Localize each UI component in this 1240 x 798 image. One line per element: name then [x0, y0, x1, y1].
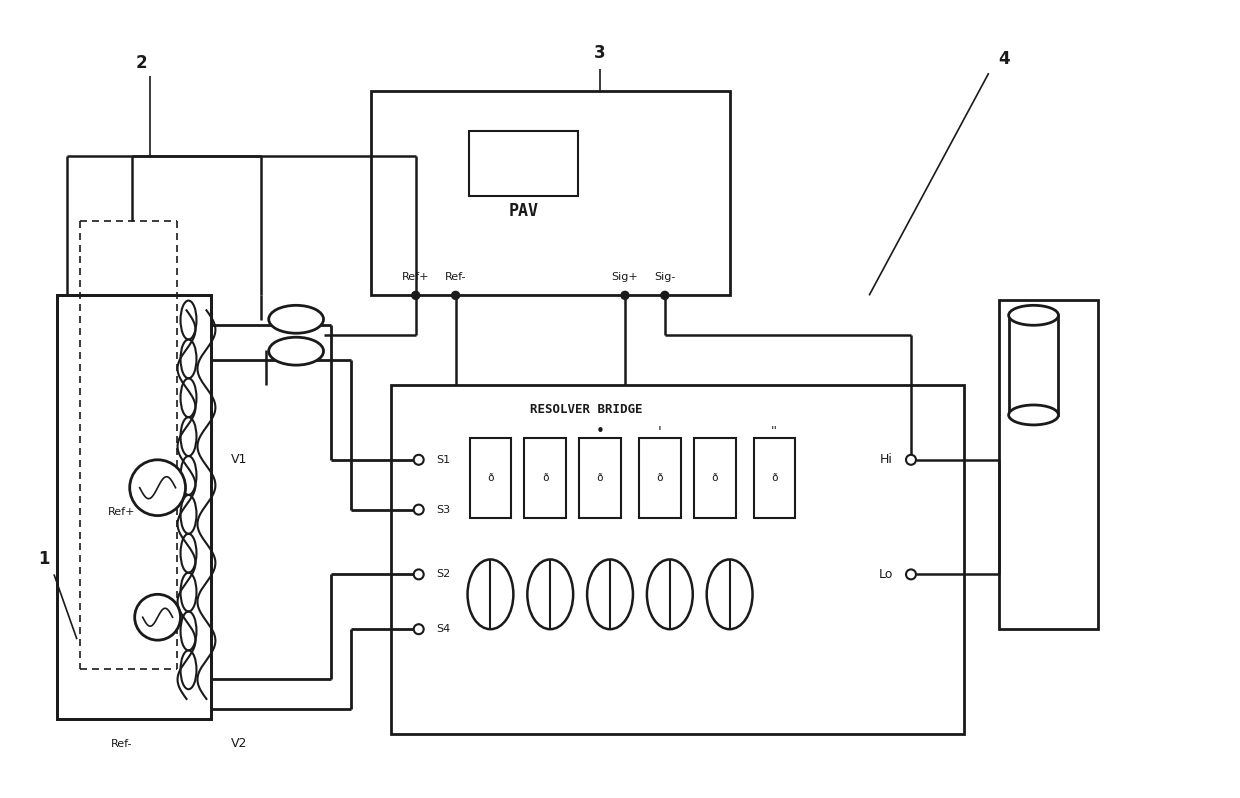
Text: PAV: PAV — [508, 202, 538, 219]
Bar — [998, 300, 1099, 629]
Text: •: • — [595, 425, 605, 440]
Bar — [693, 438, 735, 518]
Text: V1: V1 — [231, 453, 248, 466]
Ellipse shape — [181, 301, 196, 339]
Ellipse shape — [181, 650, 196, 689]
Bar — [391, 385, 963, 734]
Circle shape — [906, 455, 916, 464]
Bar — [754, 438, 795, 518]
Text: '': '' — [771, 425, 777, 438]
Bar — [469, 131, 578, 196]
Circle shape — [414, 624, 424, 634]
Text: Lo: Lo — [879, 568, 893, 581]
Bar — [57, 295, 212, 719]
Circle shape — [621, 291, 629, 299]
Text: ð: ð — [487, 472, 494, 483]
Text: ð: ð — [712, 472, 718, 483]
Text: Hi: Hi — [880, 453, 893, 466]
Text: ð: ð — [596, 472, 604, 483]
Ellipse shape — [181, 378, 196, 417]
Bar — [579, 438, 621, 518]
Bar — [371, 91, 729, 295]
Circle shape — [135, 595, 181, 640]
Circle shape — [412, 291, 419, 299]
Ellipse shape — [181, 534, 196, 573]
Text: V2: V2 — [231, 737, 248, 750]
Ellipse shape — [269, 338, 324, 365]
Ellipse shape — [181, 417, 196, 456]
Text: Sig-: Sig- — [655, 272, 676, 282]
Circle shape — [414, 504, 424, 515]
Text: S2: S2 — [436, 570, 451, 579]
Ellipse shape — [587, 559, 632, 629]
Circle shape — [451, 291, 460, 299]
Text: ': ' — [658, 425, 662, 439]
Ellipse shape — [181, 611, 196, 650]
Ellipse shape — [181, 495, 196, 534]
Bar — [525, 438, 567, 518]
Text: Sig+: Sig+ — [611, 272, 639, 282]
Text: Ref+: Ref+ — [402, 272, 429, 282]
Circle shape — [906, 570, 916, 579]
Text: ð: ð — [656, 472, 663, 483]
Text: S1: S1 — [436, 455, 451, 464]
Text: Ref-: Ref- — [445, 272, 466, 282]
Text: S4: S4 — [436, 624, 451, 634]
Ellipse shape — [181, 456, 196, 495]
Circle shape — [414, 455, 424, 464]
Ellipse shape — [707, 559, 753, 629]
Ellipse shape — [467, 559, 513, 629]
Text: ð: ð — [771, 472, 777, 483]
Ellipse shape — [1008, 405, 1059, 425]
Bar — [470, 438, 511, 518]
Text: S3: S3 — [436, 504, 451, 515]
Ellipse shape — [647, 559, 693, 629]
Bar — [1008, 315, 1059, 415]
Text: ð: ð — [542, 472, 548, 483]
Text: RESOLVER BRIDGE: RESOLVER BRIDGE — [531, 404, 642, 417]
Ellipse shape — [527, 559, 573, 629]
Bar — [639, 438, 681, 518]
Text: 2: 2 — [136, 54, 148, 72]
Ellipse shape — [1008, 306, 1059, 326]
Ellipse shape — [269, 306, 324, 334]
Text: 3: 3 — [594, 44, 606, 62]
Text: 4: 4 — [998, 50, 1009, 68]
Text: Ref+: Ref+ — [108, 507, 135, 516]
Text: 1: 1 — [38, 551, 50, 568]
Bar — [57, 295, 212, 719]
Ellipse shape — [181, 339, 196, 378]
Ellipse shape — [181, 573, 196, 611]
Circle shape — [414, 570, 424, 579]
Text: Ref-: Ref- — [112, 739, 133, 749]
Circle shape — [661, 291, 668, 299]
Circle shape — [130, 460, 186, 516]
